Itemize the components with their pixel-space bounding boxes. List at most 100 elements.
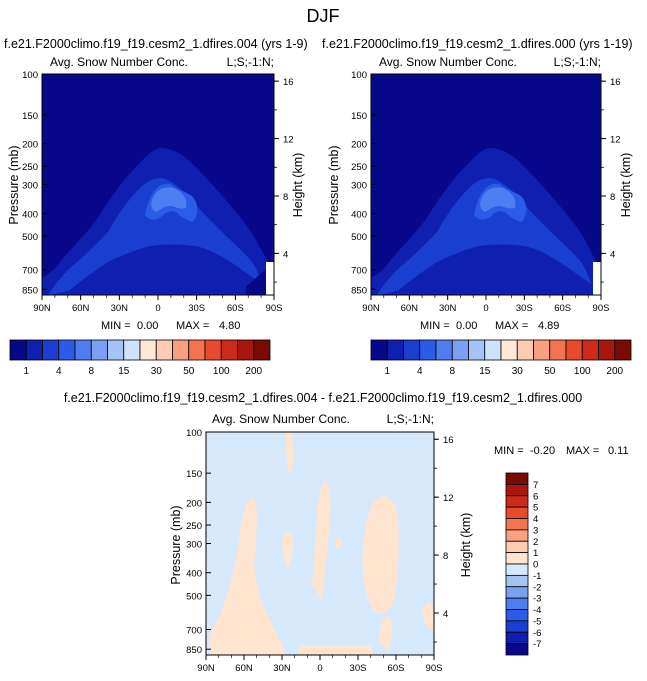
colorbar-label: 7 (533, 480, 538, 491)
x-tick-label: 0 (317, 663, 322, 674)
colorbar-box (107, 339, 125, 361)
y-tick-label: 200 (351, 140, 367, 151)
colorbar-label: 1 (533, 548, 538, 559)
colorbar-box (253, 339, 271, 361)
panel-a-ylabel: Pressure (mb) (7, 145, 21, 224)
panel-a: f.e21.F2000climo.f19_f19.cesm2_1.dfires.… (4, 37, 308, 377)
colorbar-box (419, 339, 437, 361)
patch-surface (298, 645, 374, 655)
y-tick-label: 100 (22, 70, 38, 81)
colorbar-box (220, 339, 238, 361)
colorbar-label: 200 (245, 366, 262, 377)
x-tick-label: 30S (188, 303, 205, 314)
x-tick-label: 30S (516, 303, 533, 314)
contour-level-4 (480, 187, 516, 212)
colorbar-box (451, 339, 469, 361)
y-tick-label: 850 (186, 645, 202, 656)
panel-a-right-label: L;S;-1:N; (227, 55, 274, 69)
y-tick-label: 300 (186, 540, 202, 551)
panel-c-ylabel: Pressure (mb) (169, 505, 183, 584)
y2-tick-label: 8 (443, 551, 448, 562)
colorbar-box (484, 339, 502, 361)
y-tick-label: 500 (186, 591, 202, 602)
y-tick-label: 400 (351, 209, 367, 220)
panel-a-title: f.e21.F2000climo.f19_f19.cesm2_1.dfires.… (4, 37, 308, 51)
x-tick-label: 60N (235, 663, 253, 674)
colorbar-label: 4 (417, 366, 423, 377)
colorbar-box (370, 339, 388, 361)
x-tick-label: 60N (72, 303, 90, 314)
colorbar-box (505, 472, 529, 485)
colorbar-label: 2 (533, 537, 538, 548)
panel-a-colorbar: 1 4 8 15 30 50 100 200 (9, 339, 271, 377)
colorbar-box (505, 552, 529, 565)
colorbar-label: -3 (533, 594, 541, 605)
colorbar-box (74, 339, 92, 361)
patch-sh-edge (422, 602, 434, 631)
colorbar-box (9, 339, 27, 361)
panel-b-y2label: Height (km) (619, 153, 633, 218)
y2-tick-label: 12 (443, 493, 454, 504)
colorbar-box (505, 506, 529, 519)
colorbar-box (505, 483, 529, 497)
y2-tick-label: 8 (610, 192, 615, 203)
y-tick-label: 700 (186, 625, 202, 636)
panel-c: f.e21.F2000climo.f19_f19.cesm2_1.dfires.… (64, 391, 629, 674)
panel-c-title: f.e21.F2000climo.f19_f19.cesm2_1.dfires.… (64, 391, 582, 405)
panel-b-min-label: MIN = (420, 320, 450, 332)
x-tick-label: 90S (266, 303, 283, 314)
colorbar-box (58, 339, 76, 361)
colorbar-box (505, 574, 529, 588)
colorbar-box (505, 631, 529, 645)
colorbar-box (581, 339, 599, 361)
panel-c-contours (206, 432, 434, 655)
x-tick-label: 90S (593, 303, 610, 314)
x-tick-label: 60N (401, 303, 419, 314)
panel-b-left-label: Avg. Snow Number Conc. (379, 55, 517, 69)
colorbar-label: 8 (449, 366, 455, 377)
y-tick-label: 700 (22, 266, 38, 277)
patch-sh-low (378, 615, 393, 652)
panel-c-left-label: Avg. Snow Number Conc. (212, 412, 350, 426)
colorbar-label: -7 (533, 639, 541, 650)
contour-level-2 (377, 178, 591, 295)
y2-tick-label: 16 (283, 77, 294, 88)
colorbar-box (549, 339, 567, 361)
contour-level-2 (48, 178, 262, 295)
y-tick-label: 250 (186, 521, 202, 532)
colorbar-box (505, 529, 529, 542)
missing-data (266, 262, 274, 295)
panel-b-axes: 100 150 200 250 300 400 500 700 850 16 12 8 4 90N 60N 3… (351, 70, 620, 314)
colorbar-label: 0 (533, 560, 538, 571)
colorbar-label: 15 (118, 366, 130, 377)
colorbar-box (505, 495, 529, 508)
y-tick-label: 850 (351, 285, 367, 296)
colorbar-box (386, 339, 404, 361)
colorbar-box (505, 597, 529, 610)
colorbar-box (505, 609, 529, 622)
panel-a-y2label: Height (km) (291, 153, 305, 218)
colorbar-box (403, 339, 421, 361)
x-tick-label: 90N (197, 663, 215, 674)
panel-a-max-label: MAX = (176, 320, 209, 332)
colorbar-box (25, 339, 43, 361)
contour-positive-patches (209, 432, 434, 655)
panel-b-min-value: 0.00 (456, 320, 477, 332)
y-tick-label: 500 (22, 232, 38, 243)
colorbar-label: -2 (533, 582, 541, 593)
panel-b: f.e21.F2000climo.f19_f19.cesm2_1.dfires.… (322, 37, 633, 377)
panel-a-min-label: MIN = (101, 320, 131, 332)
y-tick-label: 150 (186, 469, 202, 480)
panel-b-right-label: L;S;-1:N; (554, 55, 601, 69)
colorbar-box (188, 339, 206, 361)
colorbar-label: 15 (479, 366, 491, 377)
colorbar-label: 1 (384, 366, 390, 377)
patch-subtropic (282, 531, 293, 568)
panel-c-min-label: MIN = (494, 445, 524, 457)
colorbar-label: 1 (23, 366, 29, 377)
panel-a-min-value: 0.00 (137, 320, 158, 332)
colorbar-box (172, 339, 190, 361)
colorbar-box (90, 339, 108, 361)
